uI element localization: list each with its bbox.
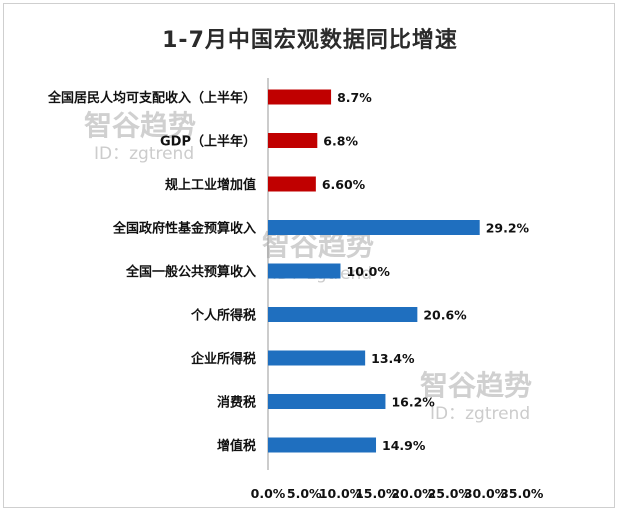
- category-label: GDP（上半年）: [160, 134, 256, 150]
- x-tick-label: 15.0%: [355, 486, 399, 501]
- bar-value-label: 10.0%: [347, 264, 391, 279]
- watermark-text: 智谷趋势: [420, 369, 532, 402]
- bar-value-label: 14.9%: [382, 438, 426, 453]
- chart-title: 1-7月中国宏观数据同比增速: [162, 28, 458, 53]
- bar-value-label: 13.4%: [371, 351, 415, 366]
- chart-frame: [3, 3, 615, 508]
- bar-value-label: 16.2%: [391, 395, 435, 410]
- watermark-id: ID：zgtrend: [94, 144, 194, 164]
- bar: [268, 89, 332, 105]
- category-label: 全国一般公共预算收入: [125, 264, 256, 280]
- bar: [268, 176, 316, 192]
- bar: [268, 307, 418, 322]
- watermark-text: 智谷趋势: [84, 109, 196, 142]
- bar: [268, 220, 480, 235]
- x-tick-label: 0.0%: [251, 486, 286, 501]
- bar: [268, 133, 318, 148]
- x-tick-label: 35.0%: [500, 486, 544, 501]
- category-label: 规上工业增加值: [165, 177, 256, 193]
- category-label: 消费税: [217, 395, 256, 411]
- bar-value-label: 8.7%: [337, 90, 372, 105]
- bar: [268, 350, 366, 366]
- category-label: 全国政府性基金预算收入: [112, 221, 256, 237]
- category-label: 增值税: [217, 438, 256, 454]
- category-label: 企业所得税: [190, 351, 256, 367]
- x-tick-label: 20.0%: [391, 486, 435, 501]
- category-label: 个人所得税: [190, 308, 256, 324]
- bar-value-label: 6.8%: [323, 134, 358, 149]
- watermark-id: ID：zgtrend: [430, 404, 530, 424]
- x-tick-label: 10.0%: [319, 486, 363, 501]
- category-label: 全国居民人均可支配收入（上半年）: [47, 90, 256, 106]
- bar: [268, 263, 341, 279]
- x-tick-label: 25.0%: [428, 486, 472, 501]
- bar: [268, 394, 386, 409]
- bar-value-label: 20.6%: [423, 308, 467, 323]
- bar-value-label: 6.60%: [322, 177, 366, 192]
- bar-value-label: 29.2%: [486, 221, 530, 236]
- x-tick-label: 5.0%: [287, 486, 322, 501]
- x-tick-label: 30.0%: [464, 486, 508, 501]
- bar: [268, 437, 377, 453]
